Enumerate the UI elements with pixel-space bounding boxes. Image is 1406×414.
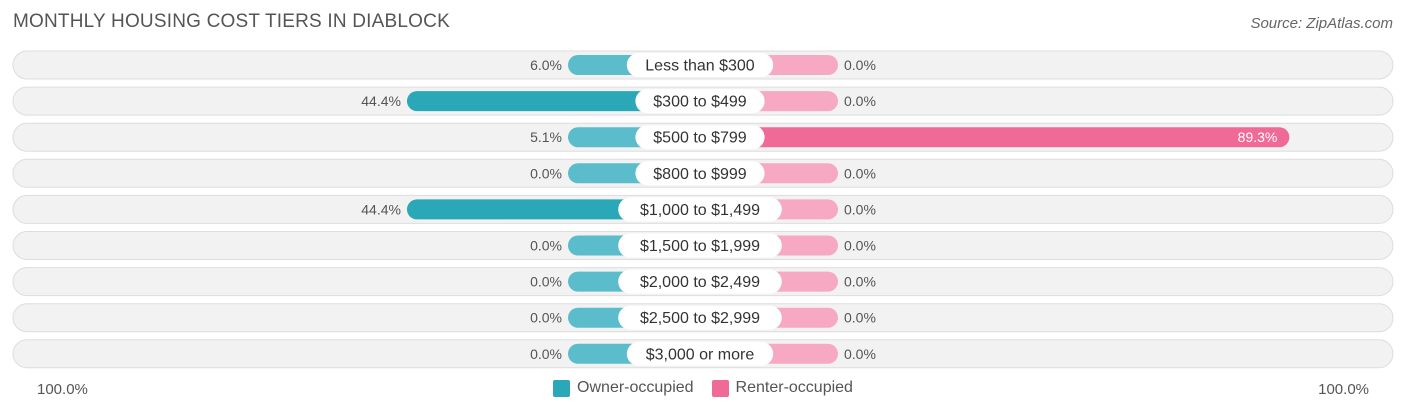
- category-label: $500 to $799: [653, 130, 747, 147]
- renter-bar: [700, 127, 1290, 148]
- legend-item-renter: Renter-occupied: [711, 379, 853, 397]
- owner-value-label: 0.0%: [530, 238, 562, 254]
- category-pill: [618, 233, 782, 258]
- category-pill: [618, 269, 782, 294]
- category-pill: [635, 89, 765, 114]
- legend: Owner-occupied Renter-occupied: [0, 379, 1406, 397]
- category-pill: [635, 161, 765, 186]
- legend-swatch-renter: [711, 379, 729, 397]
- owner-value-label: 0.0%: [530, 165, 562, 181]
- renter-value-label: 0.0%: [844, 93, 876, 109]
- owner-value-label: 5.1%: [530, 129, 562, 145]
- owner-bar: [406, 91, 700, 112]
- renter-value-label: 89.3%: [1238, 129, 1278, 145]
- owner-value-label: 0.0%: [530, 274, 562, 290]
- renter-value-label: 0.0%: [844, 238, 876, 254]
- category-pill: [626, 53, 774, 77]
- category-label: $800 to $999: [653, 166, 747, 183]
- category-label: $2,500 to $2,999: [640, 310, 760, 327]
- renter-value-label: 0.0%: [844, 274, 876, 290]
- category-label: $1,000 to $1,499: [640, 202, 760, 219]
- renter-value-label: 0.0%: [844, 57, 876, 73]
- owner-value-label: 6.0%: [530, 57, 562, 73]
- legend-swatch-owner: [553, 379, 571, 397]
- owner-value-label: 44.4%: [361, 93, 401, 109]
- category-label: $300 to $499: [653, 94, 747, 111]
- renter-value-label: 0.0%: [844, 201, 876, 217]
- category-pill: [626, 341, 774, 366]
- category-label: $3,000 or more: [646, 346, 755, 363]
- owner-value-label: 0.0%: [530, 346, 562, 362]
- renter-value-label: 0.0%: [844, 346, 876, 362]
- source-credit: Source: ZipAtlas.com: [1250, 15, 1393, 32]
- category-pill: [618, 197, 782, 222]
- category-pill: [635, 125, 765, 150]
- category-label: $2,000 to $2,499: [640, 274, 760, 291]
- chart-title: MONTHLY HOUSING COST TIERS IN DIABLOCK: [13, 11, 450, 32]
- owner-value-label: 44.4%: [361, 201, 401, 217]
- legend-label-owner: Owner-occupied: [577, 379, 694, 396]
- axis-left-label: 100.0%: [37, 381, 88, 398]
- category-label: $1,500 to $1,999: [640, 238, 760, 255]
- owner-value-label: 0.0%: [530, 310, 562, 326]
- category-label: Less than $300: [645, 58, 755, 75]
- category-pill: [618, 305, 782, 330]
- renter-value-label: 0.0%: [844, 165, 876, 181]
- legend-item-owner: Owner-occupied: [553, 379, 694, 397]
- axis-right-label: 100.0%: [1318, 381, 1369, 398]
- legend-label-renter: Renter-occupied: [735, 379, 853, 396]
- renter-value-label: 0.0%: [844, 310, 876, 326]
